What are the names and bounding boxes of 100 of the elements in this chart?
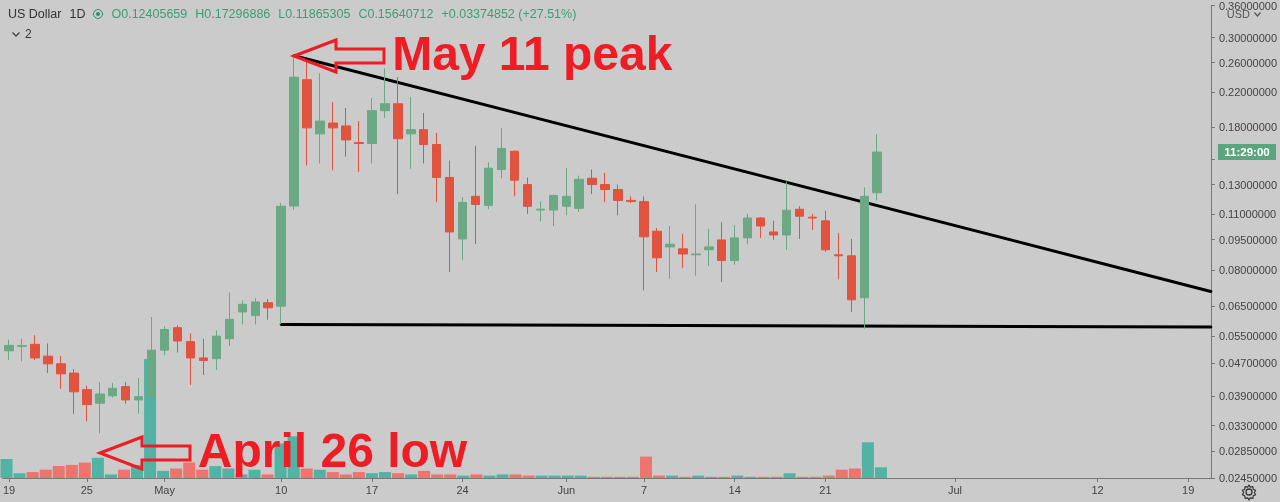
candlestick (730, 224, 739, 266)
candlestick (834, 232, 843, 280)
candlestick (613, 184, 623, 216)
candlestick (82, 385, 92, 422)
candlestick (872, 133, 882, 202)
candlestick (108, 382, 117, 399)
candlestick (56, 355, 66, 390)
candlestick (665, 225, 675, 280)
candlestick (562, 167, 571, 216)
candlestick (160, 325, 169, 356)
candlestick (717, 221, 726, 283)
candlestick (795, 205, 804, 240)
candlestick (743, 213, 752, 245)
candlestick (639, 195, 649, 291)
candlestick (419, 112, 428, 164)
candlestick (212, 329, 221, 371)
candlestick (328, 101, 338, 171)
candlestick (380, 67, 390, 119)
annotation: H0.17296886 (195, 7, 271, 21)
candlestick (302, 60, 312, 167)
candlestick (341, 107, 351, 158)
y-tick-label: 0.11000000 (1218, 207, 1277, 220)
y-tick-label: 0.26000000 (1218, 56, 1278, 69)
x-tick-label: 10 (275, 483, 288, 496)
candlestick (69, 368, 79, 415)
candlestick (587, 168, 597, 195)
y-tick-label: 0.30000000 (1218, 31, 1278, 44)
candlestick (225, 291, 234, 347)
candlestick (510, 149, 519, 197)
x-tick-label: 12 (1091, 483, 1104, 496)
candlestick (782, 180, 791, 251)
candlestick (289, 55, 299, 211)
candlestick (756, 216, 765, 239)
candlestick (471, 145, 480, 245)
candlestick (367, 97, 377, 164)
bar (313, 469, 326, 478)
x-tick-label: 24 (456, 483, 469, 496)
y-tick-label: 0.06500000 (1218, 300, 1278, 313)
candlestick (445, 160, 454, 273)
candlestick (626, 195, 636, 204)
annotation: L0.11865305 (278, 7, 351, 21)
candlestick (17, 338, 27, 362)
annotation: O0.12405659 (111, 7, 188, 21)
candlestick (251, 297, 260, 325)
candlestick (808, 213, 817, 231)
candlestick (458, 196, 467, 261)
candlestick (43, 342, 53, 374)
y-tick-label: 0.03900000 (1218, 390, 1278, 403)
bar (405, 474, 418, 478)
y-tick-label: 0.02850000 (1218, 445, 1278, 458)
candlestick (821, 210, 830, 253)
candlestick (574, 175, 584, 213)
candlestick (769, 220, 778, 241)
candlestick (186, 332, 195, 386)
annotation: C0.15640712 (358, 7, 434, 21)
candlestick (704, 228, 714, 267)
bar (117, 469, 130, 478)
candlestick (847, 238, 856, 313)
x-tick-label: May (154, 483, 176, 496)
x-tick-label: 14 (728, 483, 741, 496)
y-tick-label: 0.13000000 (1218, 178, 1278, 191)
candlestick (173, 324, 182, 354)
candlestick (121, 381, 130, 405)
candlestick (199, 338, 208, 376)
candlestick (860, 186, 869, 330)
y-tick-label: 0.02450000 (1218, 472, 1278, 484)
y-tick-label: 0.08000000 (1218, 263, 1278, 276)
annotation: 1D (69, 7, 86, 21)
candlestick (134, 377, 143, 415)
candlestick (95, 381, 105, 434)
x-tick-label: 7 (640, 483, 648, 496)
candlestick (30, 334, 40, 361)
annotation: May 11 peak (392, 25, 673, 82)
x-tick-label: 25 (80, 483, 93, 496)
candlestick (484, 161, 493, 210)
candlestick (523, 176, 532, 215)
candlestick (536, 200, 545, 222)
candlestick (238, 299, 247, 325)
text: 11:29:00 (1218, 144, 1276, 161)
x-tick-label: 19 (2, 483, 16, 496)
bar (783, 473, 796, 478)
candlestick (549, 194, 558, 227)
y-tick-label: 0.03300000 (1218, 419, 1278, 432)
bar (470, 474, 483, 478)
y-tick-label: 0.09500000 (1218, 233, 1278, 246)
y-tick-label: 0.05500000 (1218, 329, 1278, 342)
candlestick (4, 339, 14, 361)
candlestick (354, 120, 364, 173)
candlestick (315, 72, 325, 164)
candlestick (432, 132, 441, 203)
candlestick (600, 172, 610, 203)
x-tick-label: Jun (557, 483, 576, 496)
bar (392, 473, 405, 478)
chart-title: US Dollar (8, 7, 62, 21)
annotation: +0.03374852 (+27.51%) (441, 7, 577, 21)
candlestick (276, 202, 286, 325)
candlestick (691, 203, 701, 277)
x-tick-label: 21 (819, 483, 832, 496)
candlestick (652, 227, 662, 273)
candlestick (678, 233, 688, 269)
